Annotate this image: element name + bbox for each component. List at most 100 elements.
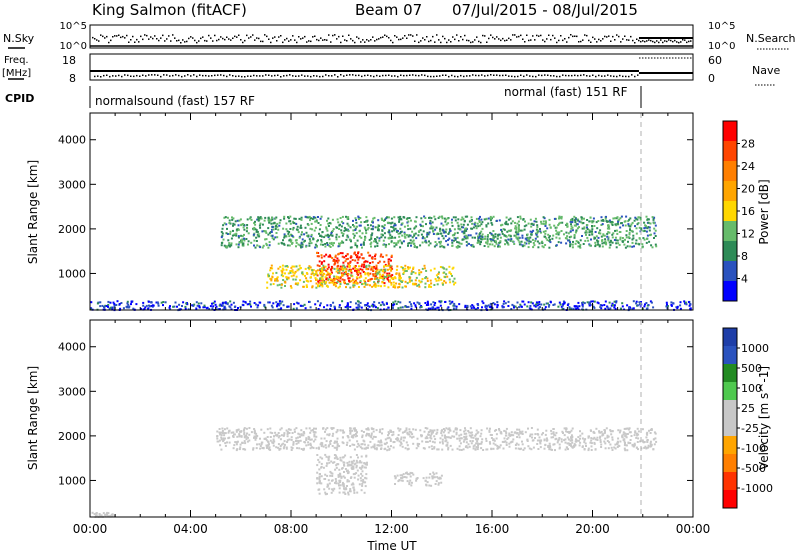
echo-cell	[414, 304, 417, 307]
freq-point	[496, 74, 498, 76]
echo-cell	[393, 245, 396, 248]
echo-cell	[679, 307, 682, 310]
freq-point	[283, 75, 285, 77]
echo-cell	[646, 433, 649, 436]
echo-cell	[361, 263, 364, 266]
echo-cell	[358, 483, 361, 486]
echo-cell	[322, 280, 325, 283]
echo-cell	[383, 284, 386, 287]
echo-cell	[244, 442, 247, 445]
echo-cell	[438, 271, 440, 274]
echo-cell	[253, 435, 256, 438]
echo-cell	[243, 433, 246, 436]
echo-cell	[586, 224, 589, 227]
echo-cell	[322, 243, 324, 246]
echo-cell	[400, 442, 403, 445]
echo-cell	[223, 434, 226, 437]
echo-cell	[368, 238, 371, 241]
echo-cell	[607, 224, 609, 227]
echo-cell	[613, 306, 616, 309]
echo-cell	[322, 466, 325, 469]
noise-traces	[90, 34, 693, 47]
echo-cell	[471, 222, 474, 225]
echo-cell	[507, 243, 510, 246]
echo-cell	[446, 217, 449, 220]
echo-cell	[425, 476, 428, 479]
echo-cell	[665, 301, 668, 304]
echo-cell	[359, 460, 362, 463]
echo-cell	[349, 464, 352, 467]
echo-cell	[202, 306, 205, 309]
echo-cell	[93, 513, 96, 516]
echo-cell	[334, 454, 337, 457]
echo-cell	[430, 445, 433, 448]
freq-point	[358, 74, 360, 77]
echo-cell	[548, 304, 551, 306]
echo-cell	[264, 437, 267, 440]
echo-cell	[354, 472, 356, 475]
echo-cell	[275, 271, 278, 274]
echo-cell	[437, 272, 440, 275]
freq-point	[193, 74, 195, 76]
echo-cell	[304, 226, 307, 229]
echo-cell	[356, 282, 359, 285]
echo-cell	[221, 302, 224, 305]
echo-cell	[361, 434, 364, 437]
echo-cell	[326, 427, 329, 430]
echo-cell	[430, 217, 433, 220]
echo-cell	[591, 228, 594, 231]
echo-cell	[319, 270, 322, 273]
echo-cell	[294, 283, 297, 285]
freq-point	[520, 74, 522, 76]
noise-point	[652, 40, 654, 43]
echo-cell	[220, 438, 223, 441]
echo-cell	[268, 446, 271, 449]
echo-cell	[633, 245, 635, 248]
echo-cell	[162, 301, 165, 303]
echo-cell	[326, 462, 328, 465]
echo-cell	[342, 491, 345, 494]
echo-cell	[272, 222, 275, 225]
echo-cell	[364, 260, 367, 263]
echo-cell	[455, 307, 458, 310]
echo-cell	[257, 304, 260, 307]
echo-cell	[456, 236, 459, 239]
echo-cell	[536, 226, 539, 229]
echo-cell	[588, 244, 591, 247]
echo-cell	[606, 305, 609, 308]
noise-point	[226, 36, 228, 38]
echo-cell	[519, 448, 522, 451]
echo-cell	[384, 219, 386, 221]
echo-cell	[366, 283, 369, 286]
echo-cell	[489, 238, 492, 241]
echo-cell	[555, 437, 558, 440]
echo-cell	[232, 217, 235, 220]
echo-cell	[356, 244, 359, 247]
echo-cell	[309, 227, 312, 230]
noise-point	[302, 37, 304, 39]
echo-cell	[437, 448, 440, 451]
echo-cell	[410, 272, 413, 275]
echo-cell	[573, 234, 576, 236]
echo-cell	[217, 440, 220, 443]
noise-point	[614, 39, 616, 41]
echo-cell	[463, 432, 466, 435]
echo-cell	[346, 222, 349, 225]
noise-point	[158, 39, 160, 42]
echo-cell	[577, 241, 580, 244]
echo-cell	[320, 282, 323, 285]
echo-cell	[352, 486, 355, 489]
echo-cell	[495, 240, 497, 243]
noise-point	[152, 37, 154, 40]
echo-cell	[321, 285, 324, 288]
echo-cell	[109, 306, 112, 309]
echo-cell	[361, 232, 364, 235]
echo-cell	[526, 236, 529, 239]
echo-cell	[574, 231, 577, 234]
echo-cell	[447, 431, 450, 434]
station-title: King Salmon (fitACF)	[92, 1, 247, 19]
echo-cell	[496, 444, 499, 447]
echo-cell	[611, 438, 614, 441]
echo-cell	[386, 302, 388, 305]
echo-cell	[299, 244, 302, 247]
